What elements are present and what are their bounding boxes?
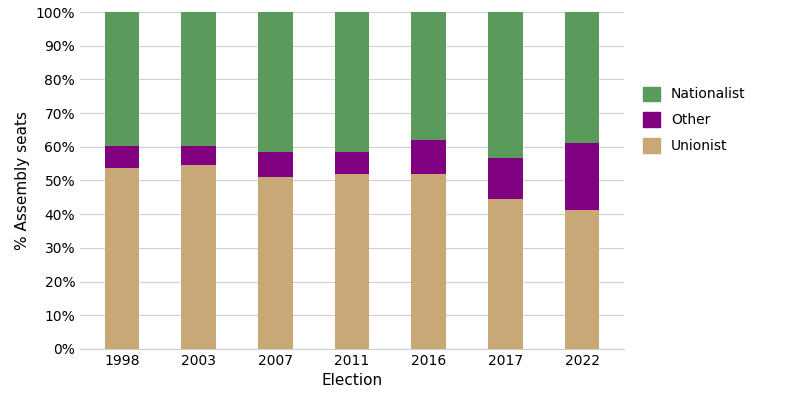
Bar [411,12,446,140]
Bar [182,12,216,146]
Bar [105,12,139,146]
Bar [565,211,599,349]
Bar [411,174,446,349]
Bar [182,146,216,165]
Bar [565,143,599,211]
Bar [334,12,370,152]
Bar [565,12,599,143]
Legend: Nationalist, Other, Unionist: Nationalist, Other, Unionist [636,80,753,160]
Y-axis label: % Assembly seats: % Assembly seats [15,111,30,250]
Bar [488,12,522,158]
Bar [258,12,293,152]
Bar [334,152,370,174]
Bar [258,177,293,349]
Bar [105,146,139,168]
Bar [182,165,216,349]
Bar [488,158,522,199]
X-axis label: Election: Election [322,373,382,388]
Bar [334,174,370,349]
Bar [411,140,446,174]
Bar [105,168,139,349]
Bar [258,152,293,177]
Bar [488,199,522,349]
